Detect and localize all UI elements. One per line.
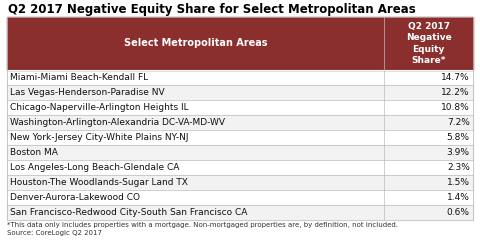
Text: 2.3%: 2.3% [447,163,470,172]
Bar [7,205,473,220]
Text: Las Vegas-Henderson-Paradise NV: Las Vegas-Henderson-Paradise NV [10,88,165,97]
Bar [7,115,473,130]
Text: Washington-Arlington-Alexandria DC-VA-MD-WV: Washington-Arlington-Alexandria DC-VA-MD… [10,118,225,127]
Text: Los Angeles-Long Beach-Glendale CA: Los Angeles-Long Beach-Glendale CA [10,163,180,172]
Bar [7,100,473,115]
Text: Source: CoreLogic Q2 2017: Source: CoreLogic Q2 2017 [7,230,102,236]
Text: Houston-The Woodlands-Sugar Land TX: Houston-The Woodlands-Sugar Land TX [10,178,188,187]
Text: 7.2%: 7.2% [447,118,470,127]
Text: New York-Jersey City-White Plains NY-NJ: New York-Jersey City-White Plains NY-NJ [10,133,189,142]
Text: San Francisco-Redwood City-South San Francisco CA: San Francisco-Redwood City-South San Fra… [10,208,248,217]
Text: Select Metropolitan Areas: Select Metropolitan Areas [124,39,267,49]
Text: 10.8%: 10.8% [441,103,470,112]
Text: 1.5%: 1.5% [447,178,470,187]
Text: Q2 2017 Negative Equity Share for Select Metropolitan Areas: Q2 2017 Negative Equity Share for Select… [8,3,416,16]
Bar [7,175,473,190]
Text: Miami-Miami Beach-Kendall FL: Miami-Miami Beach-Kendall FL [10,73,148,82]
Text: Denver-Aurora-Lakewood CO: Denver-Aurora-Lakewood CO [10,193,140,202]
Bar [7,190,473,205]
Bar [7,145,473,160]
Bar [7,17,473,70]
Text: Q2 2017
Negative
Equity
Share*: Q2 2017 Negative Equity Share* [406,22,452,65]
Bar [7,85,473,100]
Text: 3.9%: 3.9% [447,148,470,157]
Text: 14.7%: 14.7% [441,73,470,82]
Text: Chicago-Naperville-Arlington Heights IL: Chicago-Naperville-Arlington Heights IL [10,103,189,112]
Text: 0.6%: 0.6% [447,208,470,217]
Bar [7,160,473,175]
Bar [7,70,473,85]
Text: *This data only includes properties with a mortgage. Non-mortgaged properties ar: *This data only includes properties with… [7,222,398,228]
Text: 12.2%: 12.2% [441,88,470,97]
Text: 5.8%: 5.8% [447,133,470,142]
Text: 1.4%: 1.4% [447,193,470,202]
Text: Boston MA: Boston MA [10,148,58,157]
Bar [7,130,473,145]
